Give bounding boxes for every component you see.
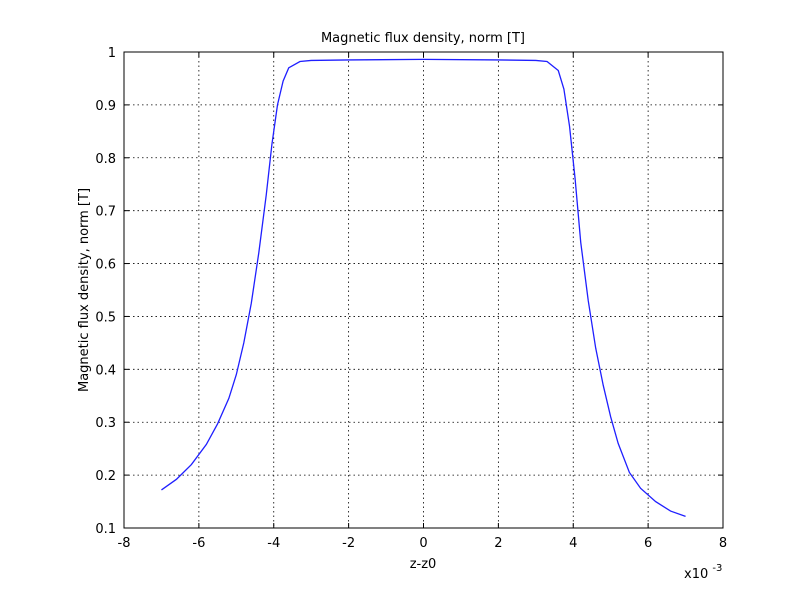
x-tick-label: -6 [192,536,205,551]
x-tick-label: 2 [494,536,502,551]
x-tick-label: 8 [719,536,727,551]
flux-density-line [161,58,686,517]
x-axis-label: z-z0 [410,557,437,572]
x-tick-label: 6 [644,536,652,551]
x-tick-label: -4 [267,536,280,551]
x-tick-labels: -8 -6 -4 -2 0 2 4 6 8 [118,536,728,551]
x-tick-label: -2 [342,536,355,551]
y-tick-label: 0.8 [95,152,116,167]
y-tick-labels: 0.1 0.2 0.3 0.4 0.5 0.6 0.7 0.8 0.9 1 [95,46,116,537]
x-tick-label: 4 [569,536,577,551]
y-tick-label: 0.6 [95,258,116,273]
y-tick-label: 0.5 [95,310,116,325]
y-tick-label: 0.2 [95,469,116,484]
grid [124,52,723,528]
y-tick-label: 1 [108,46,116,61]
x-multiplier-exponent: -3 [712,563,722,574]
x-multiplier-base: x10 [684,567,708,582]
axis-ticks [123,51,724,529]
plot-area [124,52,723,528]
y-tick-label: 0.3 [95,416,116,431]
x-axis-multiplier: x10 -3 [684,563,722,582]
x-tick-label: 0 [419,536,427,551]
y-tick-label: 0.9 [95,99,116,114]
y-tick-label: 0.4 [95,363,116,378]
x-tick-label: -8 [118,536,131,551]
chart-title: Magnetic flux density, norm [T] [321,31,525,46]
y-tick-label: 0.1 [95,522,116,537]
y-tick-label: 0.7 [95,205,116,220]
y-axis-label: Magnetic flux density, norm [T] [77,188,92,392]
